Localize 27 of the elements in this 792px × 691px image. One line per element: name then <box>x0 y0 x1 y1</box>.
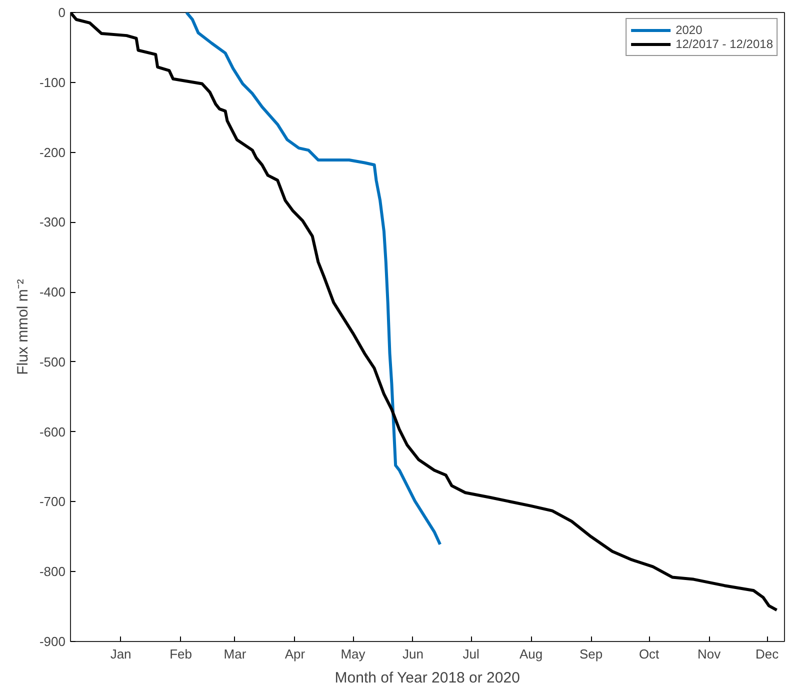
legend-label: 12/2017 - 12/2018 <box>676 37 773 51</box>
y-tick-label: -600 <box>39 424 66 440</box>
y-tick-label: -300 <box>39 214 66 230</box>
y-tick-label: -100 <box>39 74 66 90</box>
y-tick-label: -900 <box>39 634 66 649</box>
y-tick-label: -500 <box>39 354 66 370</box>
x-tick-label: Jun <box>402 646 424 662</box>
x-axis-title: Month of Year 2018 or 2020 <box>334 670 520 686</box>
x-tick-label: Nov <box>697 646 722 662</box>
y-tick-label: -800 <box>39 564 66 580</box>
x-tick-label: Sep <box>579 646 603 662</box>
x-tick-label: Aug <box>519 646 543 662</box>
y-tick-label: -700 <box>39 494 66 510</box>
x-tick-label: Dec <box>756 646 780 662</box>
x-tick-label: Jul <box>462 646 480 662</box>
x-tick-label: May <box>340 646 366 662</box>
x-tick-label: Apr <box>284 646 306 662</box>
y-axis-title: Flux mmol m⁻² <box>14 279 32 375</box>
y-tick-label: -400 <box>39 284 66 300</box>
x-tick-label: Jan <box>110 646 132 662</box>
x-tick-label: Feb <box>170 646 192 662</box>
legend-label: 2020 <box>676 23 702 37</box>
x-tick-label: Mar <box>224 646 247 662</box>
y-tick-label: 0 <box>58 5 66 20</box>
x-tick-label: Oct <box>638 646 660 662</box>
line-series <box>185 12 442 546</box>
y-tick-label: -200 <box>39 144 66 160</box>
